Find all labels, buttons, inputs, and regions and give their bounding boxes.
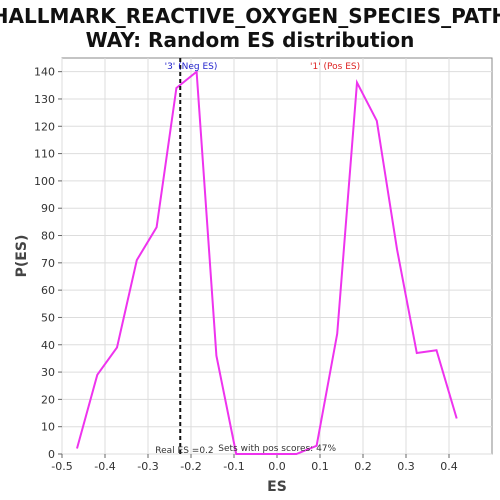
series-line [76, 69, 458, 455]
series-layer [76, 69, 458, 455]
y-tick-label: 100 [34, 175, 55, 188]
y-axis-label: P(ES) [14, 235, 30, 278]
y-tick-label: 10 [41, 421, 55, 434]
x-tick-label: 0.0 [268, 460, 286, 473]
y-tick-label: 30 [41, 366, 55, 379]
pos-scores-label: Sets with pos scores: 47% [218, 444, 336, 454]
x-tick-label: 0.4 [440, 460, 458, 473]
pos-es-label: '1' (Pos ES) [310, 62, 360, 72]
chart-title-line1: HALLMARK_REACTIVE_OXYGEN_SPECIES_PATH [0, 4, 500, 28]
y-tick-label: 130 [34, 93, 55, 106]
y-tick-label: 20 [41, 393, 55, 406]
y-tick-label: 90 [41, 202, 55, 215]
x-tick-label: 0.2 [354, 460, 372, 473]
y-tick-label: 110 [34, 148, 55, 161]
x-tick-label: -0.2 [180, 460, 201, 473]
y-tick-label: 80 [41, 230, 55, 243]
x-axis-ticks: -0.5 -0.4 -0.3 -0.2 -0.1 0.0 0.1 0.2 0.3 0.4 [51, 454, 458, 473]
y-tick-label: 70 [41, 257, 55, 270]
y-tick-label: 50 [41, 311, 55, 324]
neg-es-label: '3' (Neg ES) [165, 62, 218, 72]
x-tick-label: 0.1 [311, 460, 329, 473]
x-axis-label: ES [267, 479, 287, 495]
y-tick-label: 140 [34, 66, 55, 79]
y-tick-label: 120 [34, 120, 55, 133]
real-es-label: Real ES =0.2 [155, 446, 213, 456]
y-tick-label: 40 [41, 339, 55, 352]
chart-title-line2: WAY: Random ES distribution [86, 28, 415, 52]
gridlines [61, 58, 492, 455]
y-tick-label: 0 [48, 448, 55, 461]
x-tick-label: -0.3 [137, 460, 158, 473]
x-tick-label: -0.5 [51, 460, 72, 473]
x-tick-label: -0.4 [94, 460, 115, 473]
x-tick-label: 0.3 [397, 460, 415, 473]
y-axis-ticks: 0 10 20 30 40 50 60 70 80 90 100 110 120 130 140 [34, 66, 62, 461]
y-tick-label: 60 [41, 284, 55, 297]
x-tick-label: -0.1 [223, 460, 244, 473]
